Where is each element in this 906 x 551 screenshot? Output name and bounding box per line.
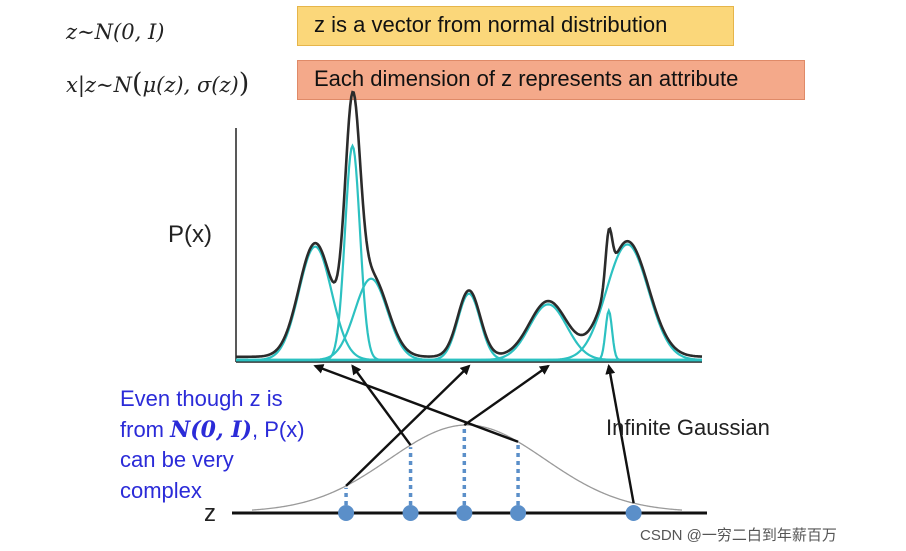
px-axes <box>235 128 702 363</box>
note-line-3: can be very <box>120 447 234 472</box>
sample-point-2 <box>402 505 419 521</box>
sample-point-1 <box>338 505 355 521</box>
px-axis-label: P(x) <box>168 221 212 248</box>
note-line-1: Even though z is <box>120 386 283 411</box>
sample-point-4 <box>510 505 527 521</box>
sample-arrow-2 <box>351 364 412 446</box>
csdn-watermark: CSDN @一穷二白到年薪百万 <box>640 527 837 544</box>
complexity-note: Even though z is from N(0, I), P(x) can … <box>120 384 305 506</box>
attribute-callout: Each dimension of z represents an attrib… <box>297 60 805 100</box>
note-line-2: from N(0, I), P(x) <box>120 416 305 443</box>
sample-arrow-3 <box>463 364 550 427</box>
component-curve-2 <box>236 143 702 362</box>
latent-samples <box>313 364 642 521</box>
sample-point-3 <box>456 505 473 521</box>
note-math: N(0, I) <box>170 416 252 443</box>
mixture-curve <box>236 90 703 359</box>
sample-point-5 <box>625 505 642 521</box>
sample-arrow-5 <box>605 364 635 504</box>
note-line-4: complex <box>120 477 202 503</box>
z-axis-label: z <box>204 500 216 527</box>
infinite-gaussian-label: Infinite Gaussian <box>606 415 770 440</box>
sample-arrow-1 <box>345 364 471 487</box>
prior-gaussian-curve <box>251 424 683 511</box>
component-curve-4 <box>236 292 702 362</box>
component-curve-7 <box>236 243 703 362</box>
likelihood-formula: x|z∼N(μ(z), σ(z)) <box>66 68 250 99</box>
prior-formula: z∼N(0, I) <box>66 20 165 44</box>
component-curve-6 <box>236 307 702 362</box>
component-curve-5 <box>236 303 702 362</box>
prior-callout: z is a vector from normal distribution <box>297 6 734 46</box>
likelihood-args: μ(z), σ(z) <box>142 73 239 97</box>
sample-arrow-4 <box>313 364 519 443</box>
likelihood-prefix: x|z∼N <box>66 73 132 97</box>
gaussian-components <box>236 143 703 362</box>
